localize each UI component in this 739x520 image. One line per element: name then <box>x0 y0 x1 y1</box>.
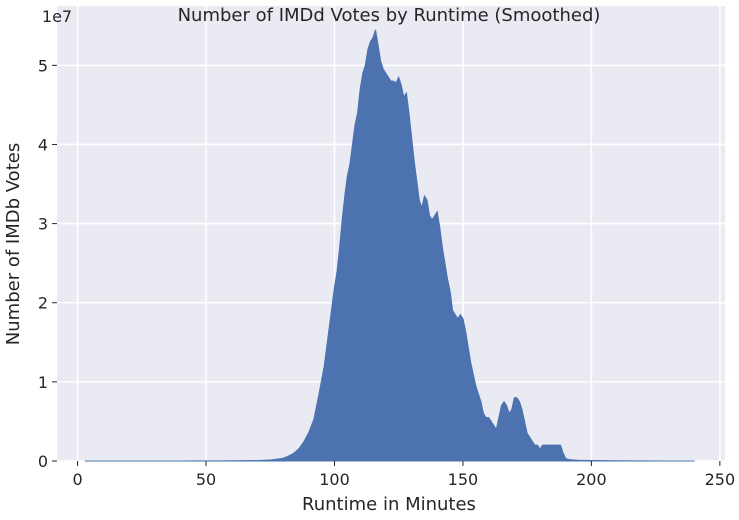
x-axis-ticks: 0 50 100 150 200 250 <box>72 461 735 489</box>
x-tick-label: 250 <box>705 470 736 489</box>
y-scale-label: 1e7 <box>42 7 72 26</box>
y-tick-label: 5 <box>38 56 48 75</box>
votes-area-series <box>84 29 695 462</box>
y-tick-label: 1 <box>38 373 48 392</box>
y-tick-label: 0 <box>38 452 48 471</box>
y-axis-ticks: 0 1 2 3 4 5 <box>38 56 57 471</box>
y-tick-label: 3 <box>38 215 48 234</box>
x-tick-label: 150 <box>448 470 479 489</box>
x-tick-label: 100 <box>319 470 350 489</box>
x-tick-label: 200 <box>576 470 607 489</box>
x-tick-label: 50 <box>196 470 216 489</box>
y-tick-label: 4 <box>38 135 48 154</box>
x-axis-label: Runtime in Minutes <box>302 494 476 515</box>
x-tick-label: 0 <box>72 470 82 489</box>
chart-title: Number of IMDd Votes by Runtime (Smoothe… <box>178 5 601 26</box>
y-axis-label: Number of IMDb Votes <box>3 143 24 345</box>
y-tick-label: 2 <box>38 294 48 313</box>
